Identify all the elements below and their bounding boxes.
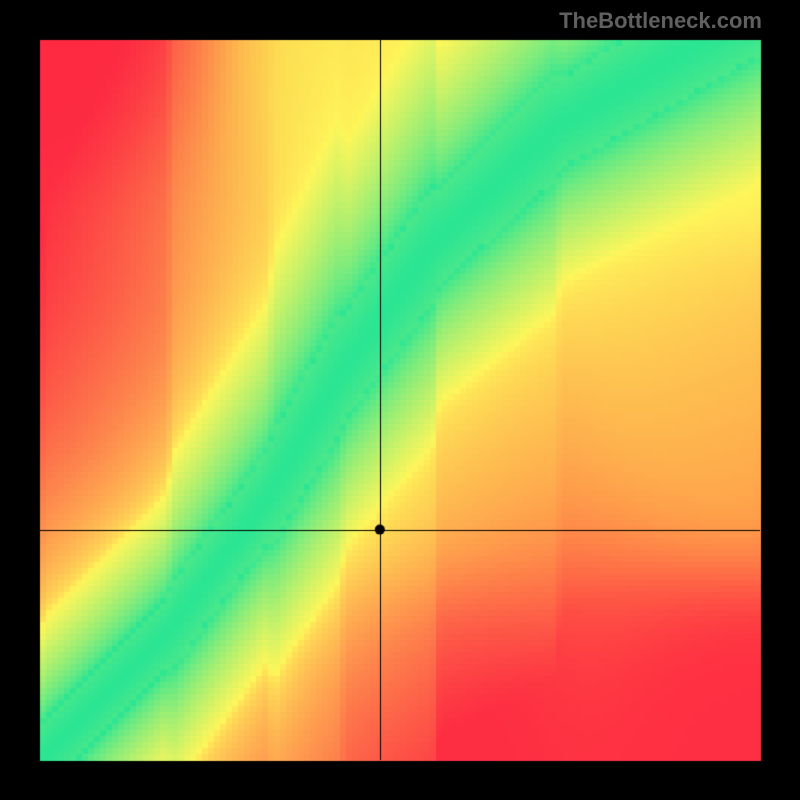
chart-container: TheBottleneck.com (0, 0, 800, 800)
watermark-text: TheBottleneck.com (559, 8, 762, 34)
bottleneck-heatmap (0, 0, 800, 800)
